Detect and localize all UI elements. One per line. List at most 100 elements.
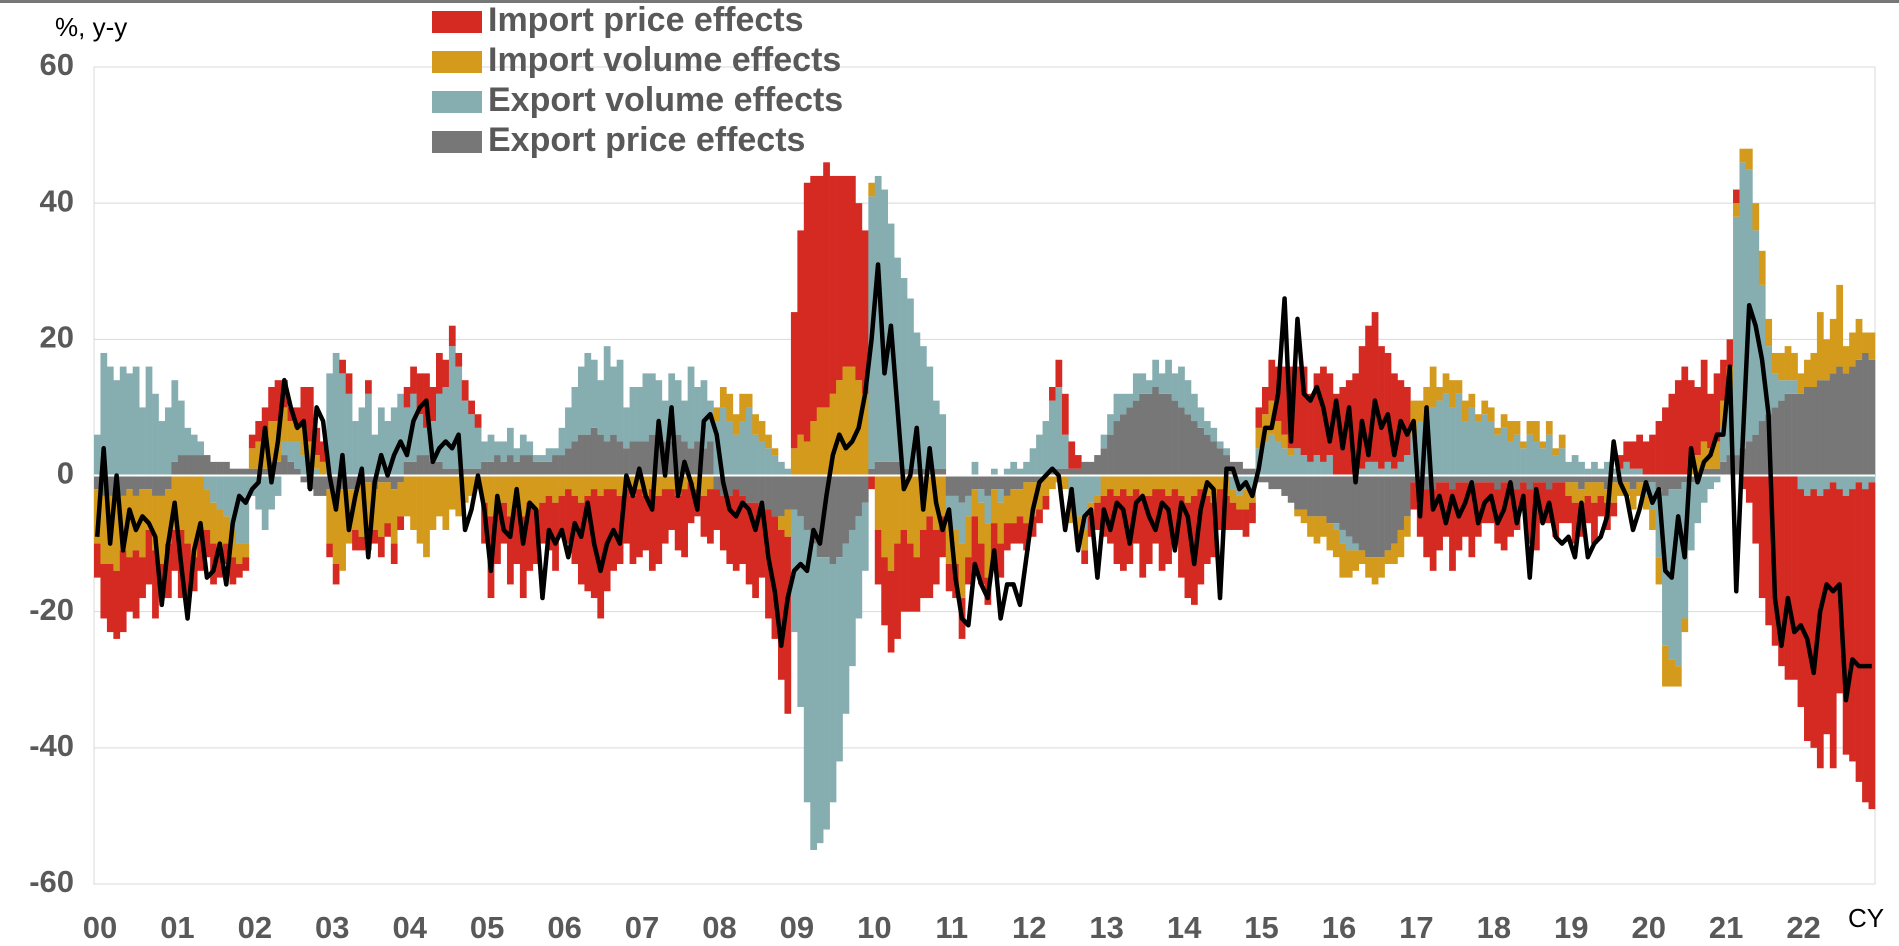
bar-segment [868,182,876,197]
bar-segment [1836,366,1844,476]
bar-segment [1636,434,1643,469]
bar-segment [1591,461,1598,476]
bar-segment [1507,441,1514,476]
bar-segment [1668,659,1676,687]
bar-segment [268,475,275,510]
bar-segment [1855,318,1863,360]
bar-segment [1662,645,1669,687]
bar-segment [1739,148,1747,163]
bar-segment [952,475,959,496]
bar-segment [190,475,198,558]
bar-segment [1074,455,1082,469]
bar-segment [332,352,340,476]
bar-segment [1074,516,1082,544]
bar-segment [1242,509,1250,537]
bar-segment [952,495,959,530]
bar-segment [913,557,921,612]
bar-segment [861,475,869,503]
bar-segment [732,475,740,490]
bar-segment [907,475,914,544]
bar-segment [1294,448,1301,476]
bar-segment [1120,489,1127,571]
bar-segment [1655,489,1663,558]
bar-segment [1558,475,1566,483]
bar-segment [1733,203,1740,217]
bar-segment [216,475,224,510]
bar-segment [461,468,469,476]
x-tick-label: 17 [1399,910,1433,945]
bar-segment [1694,455,1702,476]
bar-segment [1804,475,1811,496]
bar-segment [1016,516,1024,544]
bar-segment [1507,421,1514,442]
bar-segment [377,482,385,537]
bar-segment [939,414,947,469]
y-tick-label: -60 [29,864,74,899]
bar-segment [571,441,579,476]
bar-segment [913,332,921,469]
bar-segment [474,468,482,476]
bar-segment [1345,536,1353,551]
bar-segment [758,509,766,578]
bar-segment [965,516,972,558]
bar-segment [945,564,953,592]
bar-segment [1552,448,1560,456]
bar-segment [526,475,534,503]
bar-segment [300,386,308,428]
bar-segment [1558,434,1566,449]
bar-segment [352,475,359,490]
bar-segment [1636,468,1643,476]
bar-segment [1416,400,1424,422]
bar-segment [242,468,250,476]
bar-segment [1816,475,1824,496]
bar-segment [1791,393,1798,476]
bar-segment [1816,380,1824,476]
bar-segment [1281,366,1289,435]
bar-segment [623,448,630,476]
bar-segment [1236,461,1243,476]
bar-segment [1268,475,1276,490]
bar-segment [1326,523,1334,551]
bar-segment [306,386,314,442]
bar-segment [1352,543,1360,551]
bar-segment [694,441,701,476]
bar-segment [210,502,217,544]
bar-segment [784,509,792,537]
bar-segment [345,393,353,476]
bar-segment [1345,550,1353,578]
bar-segment [1552,455,1560,476]
bar-segment [1229,502,1237,530]
bar-segment [1771,407,1779,476]
bar-segment [1700,475,1708,503]
bar-segment [94,543,101,578]
legend-swatch [432,131,482,153]
bar-segment [1216,441,1224,449]
bar-segment [1145,475,1153,496]
bar-segment [681,475,688,490]
bar-segment [113,489,121,571]
bar-segment [545,475,553,496]
bar-segment [403,475,411,517]
bar-segment [506,427,514,456]
bar-segment [1326,475,1334,524]
bar-segment [803,441,811,476]
bar-segment [429,386,437,422]
bar-segment [778,461,785,476]
bar-segment [281,441,288,456]
bar-segment [1771,352,1779,374]
bar-segment [281,455,288,476]
bar-segment [1036,482,1043,510]
bar-segment [565,489,572,544]
bar-segment [939,475,947,517]
bar-segment [926,366,934,469]
bar-segment [300,455,308,476]
bar-segment [1455,393,1463,476]
bar-segment [1371,312,1379,462]
bar-segment [752,502,759,599]
bar-segment [784,536,792,714]
bar-segment [313,468,321,476]
bar-segment [642,441,650,476]
bar-segment [1384,550,1392,565]
bar-segment [1449,475,1456,490]
bar-segment [371,434,379,476]
